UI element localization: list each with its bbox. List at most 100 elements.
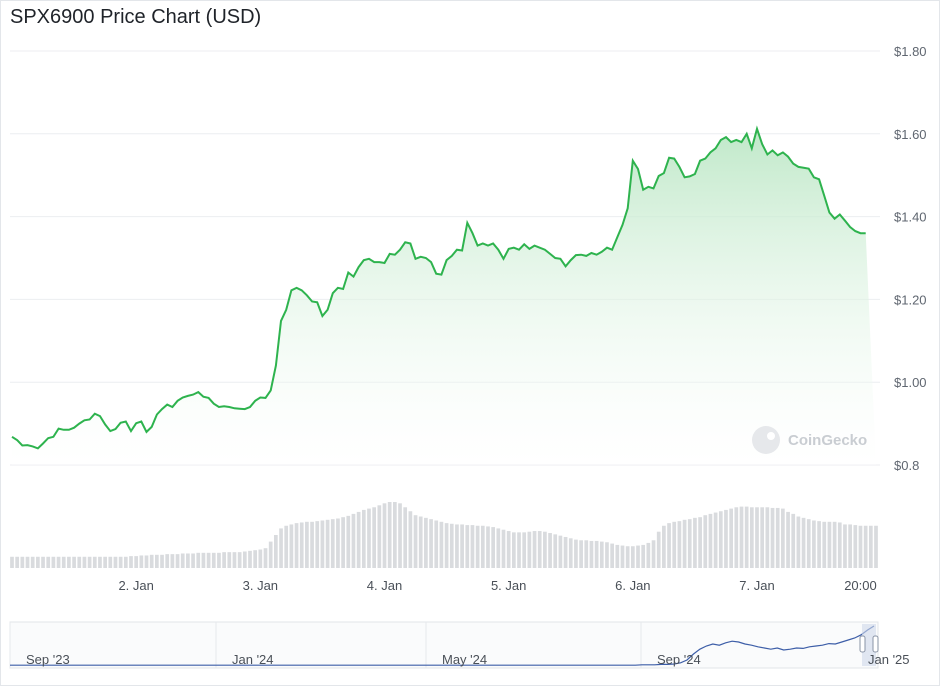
volume-bar (760, 507, 765, 568)
navigator-label: Sep '23 (26, 652, 70, 667)
volume-bar (765, 507, 770, 568)
volume-bar (196, 552, 201, 568)
volume-bar (698, 517, 702, 568)
volume-bar (403, 507, 408, 568)
volume-bar (377, 505, 382, 568)
volume-bar (744, 506, 749, 568)
volume-bar (703, 515, 708, 568)
volume-bar (599, 541, 604, 568)
volume-bar (480, 525, 485, 568)
volume-bar (263, 548, 268, 568)
volume-bar (108, 556, 113, 568)
navigator-label: Jan '25 (868, 652, 910, 667)
volume-bar (294, 523, 299, 568)
volume-bar (718, 511, 723, 568)
x-tick-label: 4. Jan (367, 578, 402, 593)
volume-bar (775, 507, 780, 568)
volume-bar (553, 534, 558, 568)
volume-bar (424, 517, 428, 568)
volume-bar (315, 521, 320, 568)
price-area (12, 128, 876, 466)
volume-bar (568, 538, 573, 568)
volume-bar (279, 528, 283, 568)
volume-bar (232, 552, 237, 568)
volume-bar (103, 556, 107, 568)
volume-bar (170, 554, 175, 568)
volume-bar (274, 535, 278, 568)
navigator-selection[interactable] (862, 624, 876, 666)
volume-bar (242, 551, 247, 568)
volume-bar (496, 528, 501, 568)
y-tick-label: $0.8 (894, 458, 919, 473)
volume-bar (801, 517, 806, 568)
volume-bar (584, 540, 589, 568)
volume-bar (398, 503, 402, 568)
navigator-right-handle[interactable] (872, 635, 879, 653)
volume-bar (708, 513, 713, 568)
volume-bar (858, 525, 863, 568)
volume-bar (284, 525, 289, 568)
volume-bar (532, 531, 537, 568)
volume-bar (149, 554, 154, 568)
volume-bar (222, 552, 226, 568)
price-line (11, 125, 866, 450)
volume-bar (806, 519, 811, 568)
volume-bar (817, 521, 821, 568)
volume-bar (863, 525, 868, 568)
volume-bar (630, 546, 635, 568)
volume-bar (82, 556, 87, 568)
volume-bar (713, 512, 718, 568)
volume-bar (589, 540, 594, 568)
volume-bar (367, 508, 371, 568)
volume-bar (563, 536, 568, 568)
volume-bar (615, 544, 620, 568)
volume-bar (791, 513, 796, 568)
chart-title: SPX6900 Price Chart (USD) (10, 6, 262, 28)
volume-bar (739, 506, 744, 568)
volume-bar (113, 556, 118, 568)
volume-bar (656, 531, 661, 568)
volume-bar (522, 532, 527, 568)
volume-bar (558, 535, 563, 568)
volume-bar (667, 523, 671, 568)
volume-bar (749, 507, 754, 568)
volume-bar (506, 531, 511, 568)
volume-bar (537, 531, 542, 568)
volume-bar (227, 552, 232, 568)
volume-bar (160, 554, 164, 568)
volume-bar (837, 522, 842, 568)
volume-bar (832, 521, 837, 568)
x-tick-label: 20:00 (844, 578, 877, 593)
volume-bar (382, 503, 387, 568)
y-tick-label: $1.00 (894, 375, 927, 390)
volume-bar (475, 525, 480, 568)
volume-bar (191, 553, 195, 568)
volume-bar (387, 502, 392, 568)
volume-bar (356, 511, 361, 568)
volume-bar (123, 556, 128, 568)
volume-bar (330, 519, 335, 568)
volume-bar (625, 546, 630, 568)
volume-bar (248, 550, 252, 568)
volume-bar (444, 523, 449, 568)
volume-bar (20, 556, 25, 568)
volume-bar (392, 502, 397, 568)
volume-bar (610, 543, 614, 568)
y-tick-label: $1.80 (894, 44, 927, 59)
volume-bar (372, 507, 377, 568)
volume-bar (868, 525, 873, 568)
volume-bar (67, 556, 71, 568)
x-tick-label: 6. Jan (615, 578, 650, 593)
volume-bar (579, 540, 583, 568)
volume-bar (253, 550, 258, 568)
volume-bar (305, 521, 309, 568)
volume-bar (237, 552, 242, 568)
volume-bar (796, 516, 801, 568)
watermark-text: CoinGecko (788, 432, 867, 449)
navigator-left-handle[interactable] (859, 635, 866, 653)
volume-bar (25, 556, 30, 568)
y-tick-label: $1.60 (894, 127, 927, 142)
volume-bar (734, 507, 739, 568)
volume-bar (548, 533, 552, 568)
